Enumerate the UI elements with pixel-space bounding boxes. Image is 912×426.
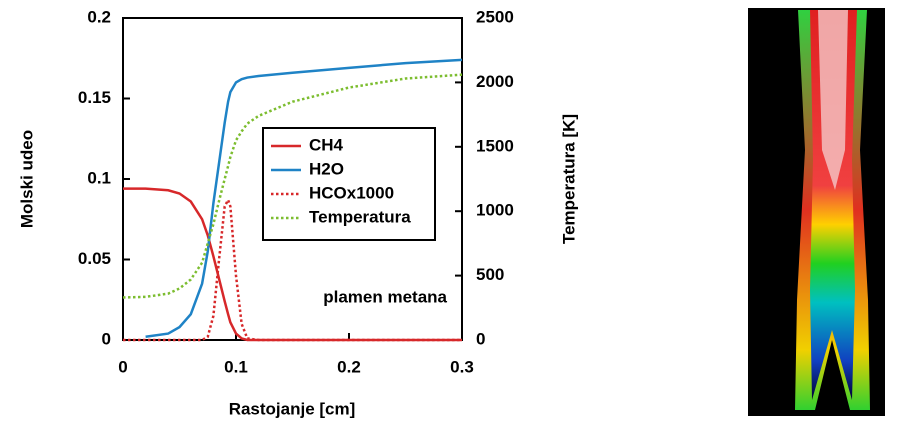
legend-label: H2O	[309, 159, 344, 178]
series-line	[123, 196, 462, 342]
flame-image	[748, 8, 885, 416]
legend-label: HCOx1000	[309, 183, 394, 202]
y2-tick-label: 2000	[476, 72, 514, 91]
legend-box	[262, 127, 436, 241]
annotation: plamen metana	[323, 287, 447, 306]
y2-tick-label: 1000	[476, 201, 514, 220]
series-line	[123, 187, 462, 342]
y-tick-label: 0.15	[78, 88, 111, 107]
x-tick-label: 0	[118, 357, 127, 376]
y2-tick-label: 1500	[476, 136, 514, 155]
y2-tick-label: 0	[476, 329, 485, 348]
series-line	[145, 58, 463, 339]
x-tick-label: 0.1	[224, 357, 248, 376]
y2-tick-label: 500	[476, 265, 504, 284]
y-tick-label: 0.1	[87, 168, 111, 187]
y-tick-label: 0	[102, 329, 111, 348]
x-tick-label: 0.3	[450, 357, 474, 376]
x-axis-label: Rastojanje [cm]	[229, 399, 356, 418]
y2-tick-label: 2500	[476, 7, 514, 26]
y2-axis-label: Temperatura [K]	[559, 114, 578, 244]
y-tick-label: 0.2	[87, 7, 111, 26]
legend-label: Temperatura	[309, 207, 411, 226]
legend-label: CH4	[309, 135, 344, 154]
x-tick-label: 0.2	[337, 357, 361, 376]
y-axis-label: Molski udeo	[17, 130, 36, 228]
y-tick-label: 0.05	[78, 249, 111, 268]
series-line	[122, 73, 463, 299]
